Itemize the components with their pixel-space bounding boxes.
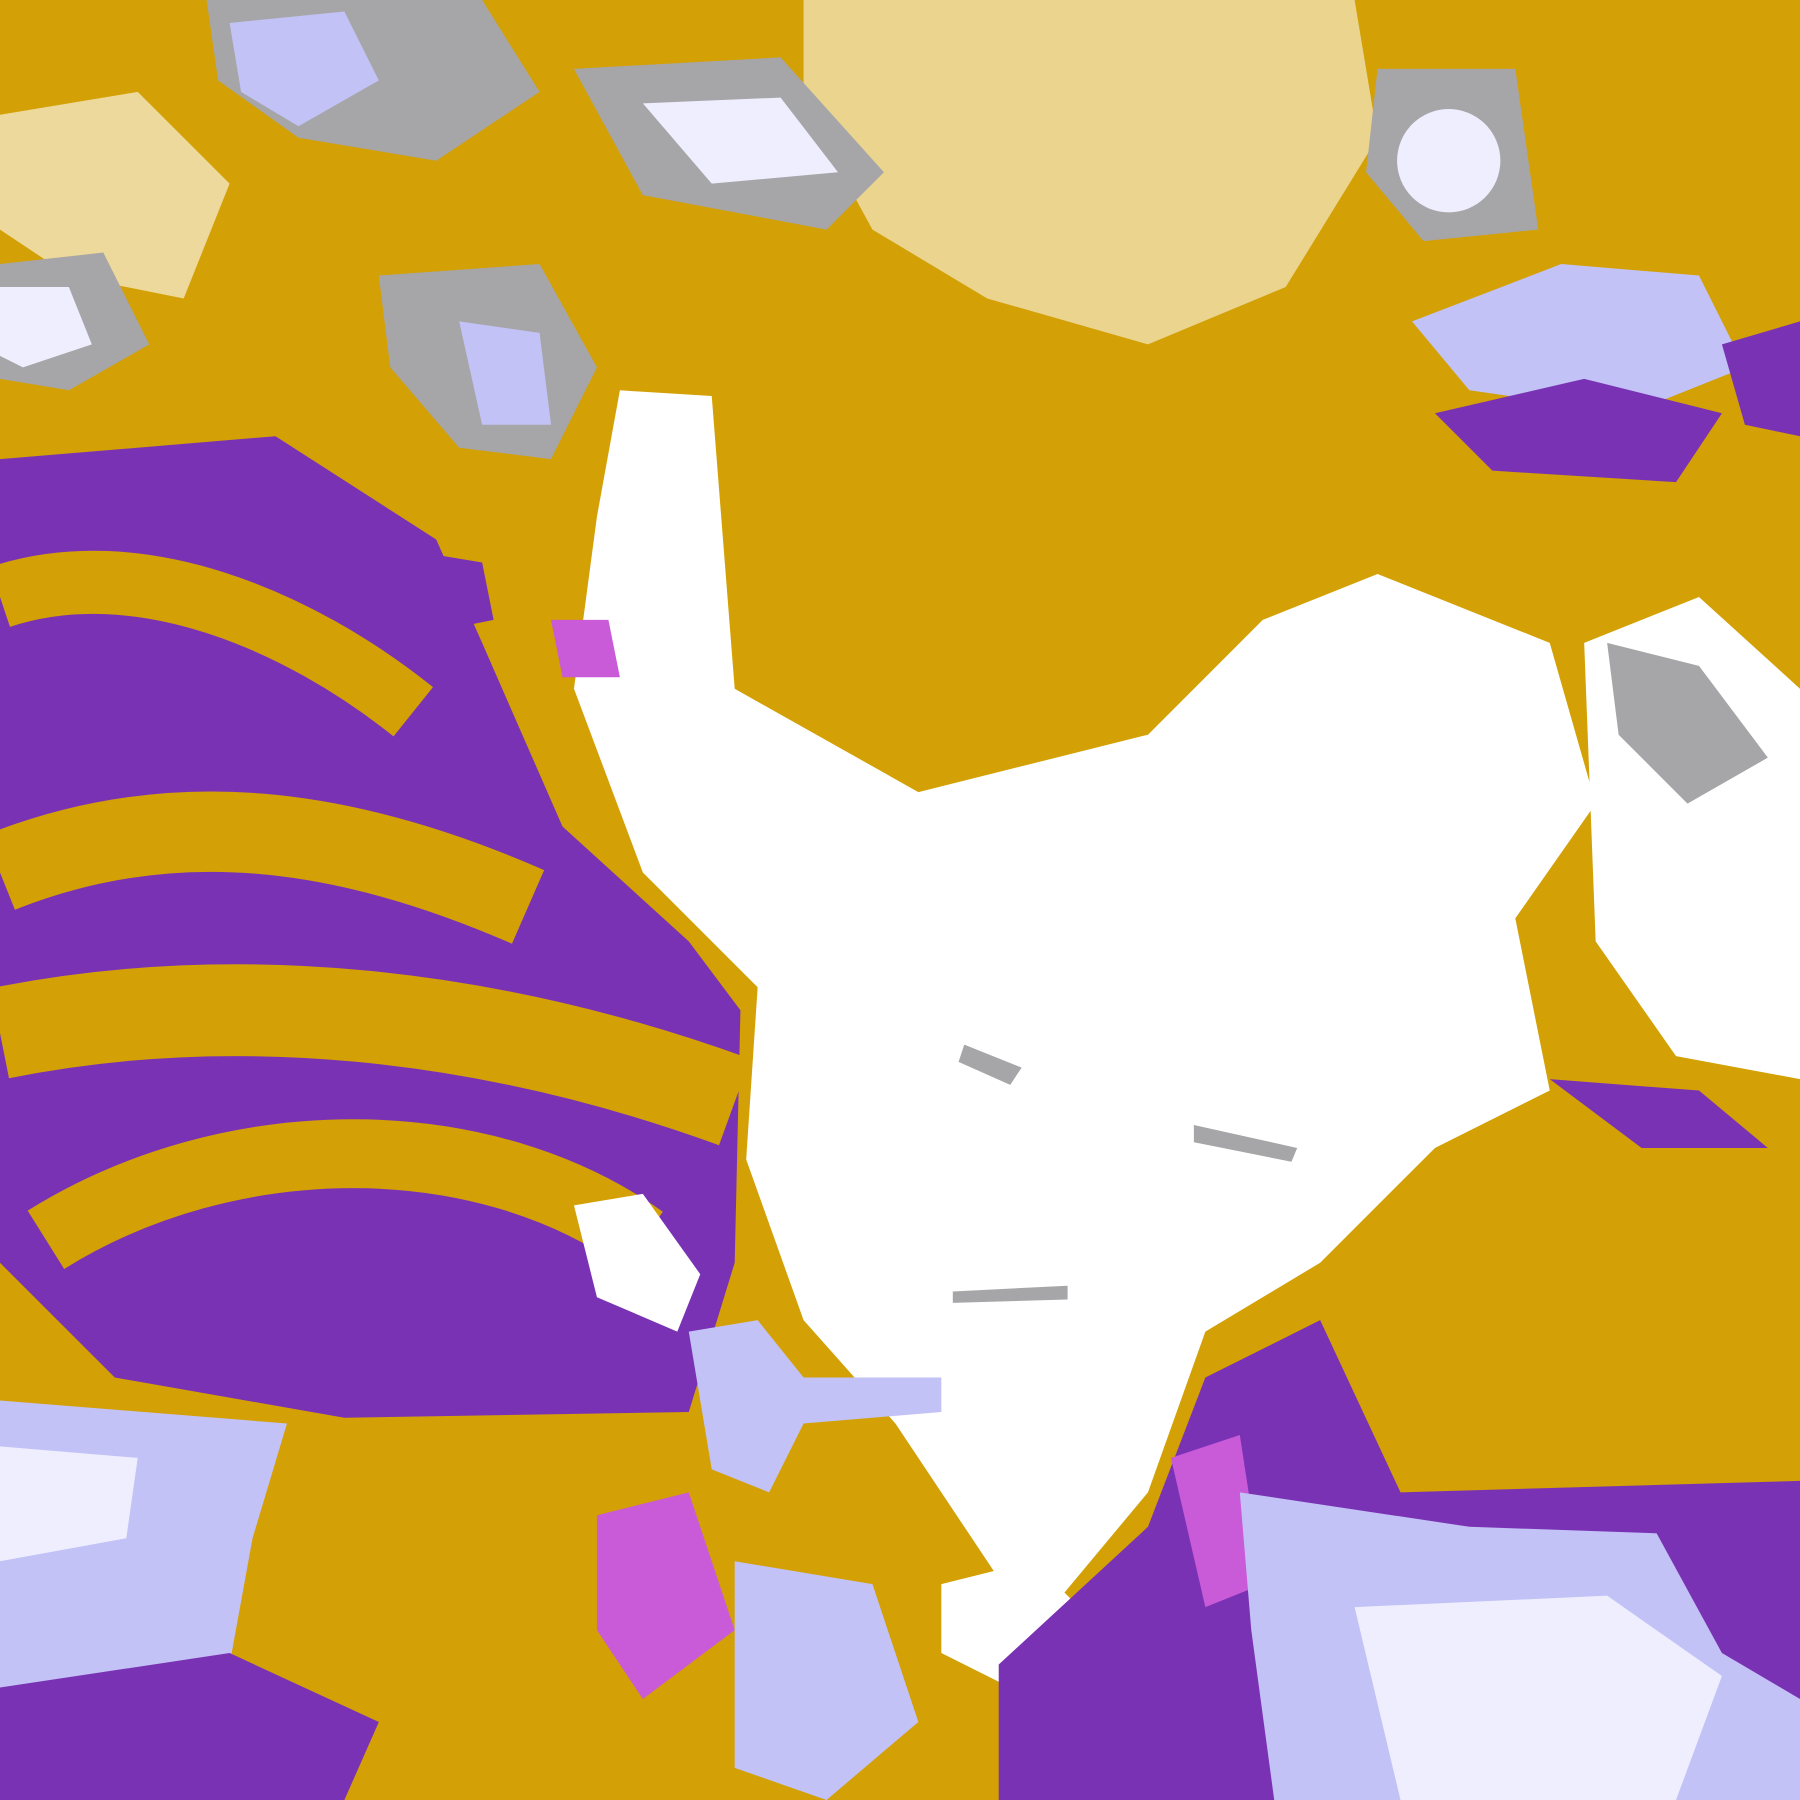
gold-band-4 xyxy=(0,550,433,737)
lavender-cloud-north-center xyxy=(459,321,552,425)
clear-region-south xyxy=(941,1561,1103,1688)
purple-patch-north xyxy=(413,551,494,632)
purple-patch-top-right-edge xyxy=(1721,321,1800,437)
purple-patch-right-mid xyxy=(1549,1079,1768,1148)
gray-cloud-east xyxy=(1607,642,1768,804)
gold-band-1 xyxy=(0,791,545,944)
lavender-cloud-right xyxy=(1411,264,1745,414)
gold-band-3 xyxy=(27,1119,663,1270)
magenta-patch-bottom xyxy=(1170,1434,1263,1608)
pale-cloud-left xyxy=(0,286,92,368)
purple-patch-bottom-left xyxy=(0,1653,379,1800)
lavender-cloud-top-left xyxy=(229,11,379,127)
gray-streak-1 xyxy=(958,1044,1022,1085)
clear-region-central xyxy=(573,390,1596,1631)
lavender-cloud-bottom-mid xyxy=(734,1561,919,1800)
clear-patch-left-ocean xyxy=(573,1193,701,1332)
purple-patch-top-right xyxy=(1434,378,1722,483)
gold-patch-plateau xyxy=(711,275,1240,781)
purple-patch-right-edge xyxy=(1653,1492,1800,1699)
pale-cloud-bottom-right xyxy=(1354,1595,1722,1800)
magenta-patch-north xyxy=(551,619,620,678)
clear-region-top-left xyxy=(0,91,230,299)
clear-region-top xyxy=(803,0,1378,345)
pale-cloud-bottom-left xyxy=(0,1446,138,1562)
gold-band-2 xyxy=(0,964,751,1146)
magenta-patch-bottom-left xyxy=(596,1492,735,1699)
pale-cloud-top-center xyxy=(642,97,839,184)
pale-cloud-top-right xyxy=(1397,109,1501,213)
gray-streak-2 xyxy=(1193,1125,1298,1162)
lavender-cloud-bottom-center xyxy=(688,1320,942,1493)
